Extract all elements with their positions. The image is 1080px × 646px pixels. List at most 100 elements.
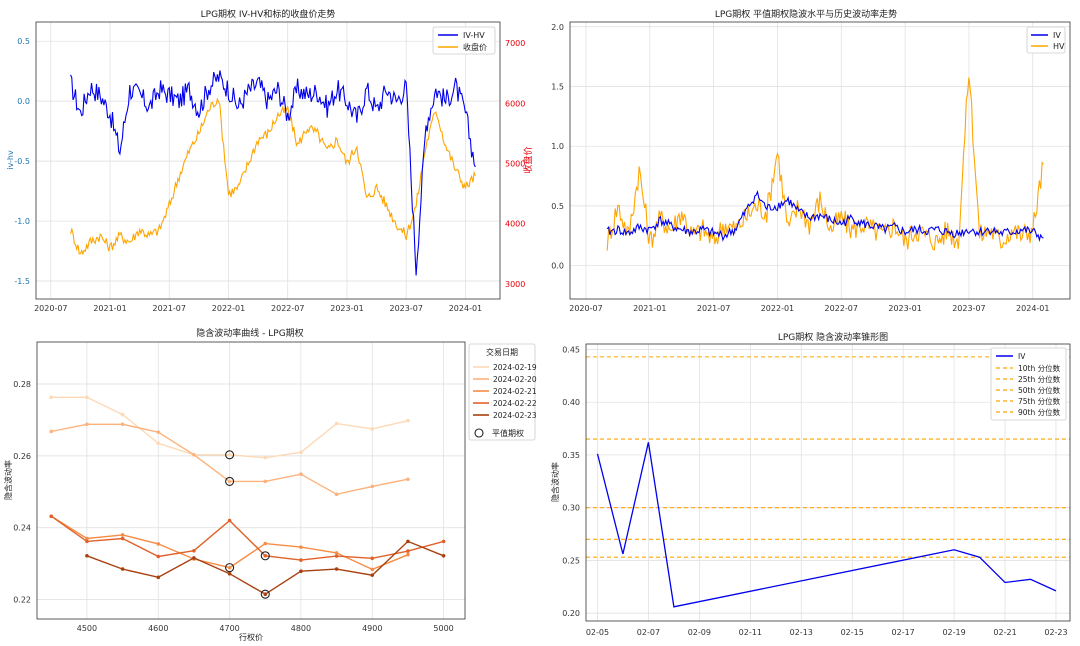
y-tick-label: 0.0 bbox=[551, 262, 564, 271]
data-point bbox=[299, 450, 303, 455]
x-tick-label: 02-15 bbox=[841, 628, 864, 637]
x-tick-label: 2023-01 bbox=[330, 304, 363, 313]
y-tick-label: 0.45 bbox=[562, 345, 580, 354]
y2-tick-label: 6000 bbox=[505, 99, 525, 108]
y-tick-label: -1.0 bbox=[14, 217, 30, 226]
y2-tick-label: 5000 bbox=[505, 160, 525, 169]
x-tick-label: 2021-01 bbox=[633, 304, 666, 313]
legend-label: IV-HV bbox=[463, 31, 485, 40]
chart3-title: 隐含波动率曲线 - LPG期权 bbox=[196, 327, 303, 339]
y-tick-label: 0.26 bbox=[13, 452, 31, 461]
data-point bbox=[85, 539, 89, 544]
y-tick-label: 1.5 bbox=[551, 82, 564, 91]
data-point bbox=[192, 556, 196, 560]
legend-label: IV bbox=[1018, 352, 1026, 361]
data-point bbox=[120, 536, 125, 541]
data-point bbox=[406, 477, 410, 482]
x-tick-label: 2022-07 bbox=[271, 304, 304, 313]
y-tick-label: -0.5 bbox=[14, 157, 30, 166]
series-line-IV bbox=[606, 189, 1044, 243]
data-point bbox=[334, 551, 339, 555]
x-tick-label: 2021-07 bbox=[153, 304, 186, 313]
x-tick-label: 4700 bbox=[219, 624, 239, 633]
data-point bbox=[120, 412, 125, 417]
x-tick-label: 02-05 bbox=[586, 628, 609, 637]
legend-label: 50th 分位数 bbox=[1018, 385, 1061, 395]
atm-marker bbox=[260, 589, 270, 599]
chart1-legend: IV-HV 收盘价 bbox=[432, 26, 496, 55]
x-tick-label: 02-17 bbox=[892, 628, 915, 637]
x-tick-label: 2020-07 bbox=[569, 304, 602, 313]
data-point bbox=[85, 553, 89, 558]
x-tick-label: 02-13 bbox=[790, 628, 813, 637]
smile-line-2024-02-22 bbox=[50, 515, 444, 561]
y-tick-label: 0.24 bbox=[13, 524, 31, 533]
data-point bbox=[334, 492, 339, 497]
data-point bbox=[263, 479, 268, 484]
y-tick-label: 0.30 bbox=[562, 504, 580, 513]
legend-label: 2024-02-22 bbox=[493, 399, 537, 408]
chart-iv-hv-level: LPG期权 平值期权隐波水平与历史波动率走势 2020-07 2021-01 202… bbox=[551, 8, 1071, 313]
x-tick-label: 5000 bbox=[433, 624, 453, 633]
smile-line-2024-02-23 bbox=[86, 540, 444, 596]
chart2-plot-area bbox=[569, 21, 1071, 300]
data-point bbox=[85, 536, 89, 541]
data-point bbox=[299, 472, 303, 477]
x-tick-label: 2022-01 bbox=[761, 304, 794, 313]
data-point bbox=[156, 554, 161, 559]
y2-tick-label: 7000 bbox=[505, 39, 525, 48]
atm-marker bbox=[225, 476, 235, 486]
legend-label: 收盘价 bbox=[463, 42, 487, 52]
x-tick-label: 4500 bbox=[77, 624, 97, 633]
x-tick-label: 2024-01 bbox=[1016, 304, 1049, 313]
data-point bbox=[370, 427, 375, 431]
data-point bbox=[156, 542, 161, 546]
data-point bbox=[49, 429, 54, 434]
data-point bbox=[299, 569, 303, 574]
atm-marker bbox=[260, 551, 270, 561]
legend-label: HV bbox=[1053, 42, 1065, 51]
y-tick-label: 0.35 bbox=[562, 451, 580, 460]
chart1-ylabel: iv-hv bbox=[6, 150, 15, 170]
chart4-ylabel: 隐含波动率 bbox=[550, 462, 560, 502]
data-point bbox=[370, 567, 375, 572]
x-tick-label: 4900 bbox=[362, 624, 382, 633]
chart1-y2label: 收盘价 bbox=[522, 146, 534, 173]
data-point bbox=[227, 479, 232, 484]
data-point bbox=[263, 541, 268, 546]
chart1-plot-area bbox=[35, 21, 501, 300]
x-tick-label: 02-07 bbox=[637, 628, 660, 637]
legend-label: 90th 分位数 bbox=[1018, 407, 1061, 417]
x-tick-label: 02-09 bbox=[688, 628, 711, 637]
data-point bbox=[370, 573, 375, 577]
chart1-title: LPG期权 IV-HV和标的收盘价走势 bbox=[201, 8, 336, 20]
x-tick-label: 2024-01 bbox=[449, 304, 482, 313]
chart2-title: LPG期权 平值期权隐波水平与历史波动率走势 bbox=[715, 8, 897, 20]
legend-label: 平值期权 bbox=[492, 428, 524, 438]
data-point bbox=[334, 567, 339, 571]
data-point bbox=[156, 430, 161, 434]
chart-iv-cone: LPG期权 隐含波动率锥形图 02-05 02-07 02-09 02-11 02-13… bbox=[550, 331, 1071, 637]
x-tick-label: 2023-07 bbox=[389, 304, 422, 313]
legend-title: 交易日期 bbox=[486, 347, 518, 357]
data-point bbox=[370, 556, 375, 561]
x-tick-label: 2021-07 bbox=[697, 304, 730, 313]
data-point bbox=[406, 552, 410, 557]
data-point bbox=[156, 441, 161, 446]
y-tick-label: 0.25 bbox=[562, 556, 580, 565]
data-point bbox=[85, 422, 89, 427]
x-tick-label: 2023-07 bbox=[952, 304, 985, 313]
chart-iv-hv-close: LPG期权 IV-HV和标的收盘价走势 2020-07 2021-01 2021-0… bbox=[6, 8, 534, 313]
y2-tick-label: 3000 bbox=[505, 280, 525, 289]
data-point bbox=[334, 421, 339, 426]
data-point bbox=[334, 554, 339, 558]
data-point bbox=[263, 553, 268, 558]
chart4-title: LPG期权 隐含波动率锥形图 bbox=[778, 331, 888, 343]
data-point bbox=[406, 418, 410, 423]
data-point bbox=[120, 567, 125, 571]
data-point bbox=[370, 484, 375, 489]
data-point bbox=[441, 539, 446, 544]
data-point bbox=[299, 558, 303, 562]
data-point bbox=[49, 395, 54, 400]
